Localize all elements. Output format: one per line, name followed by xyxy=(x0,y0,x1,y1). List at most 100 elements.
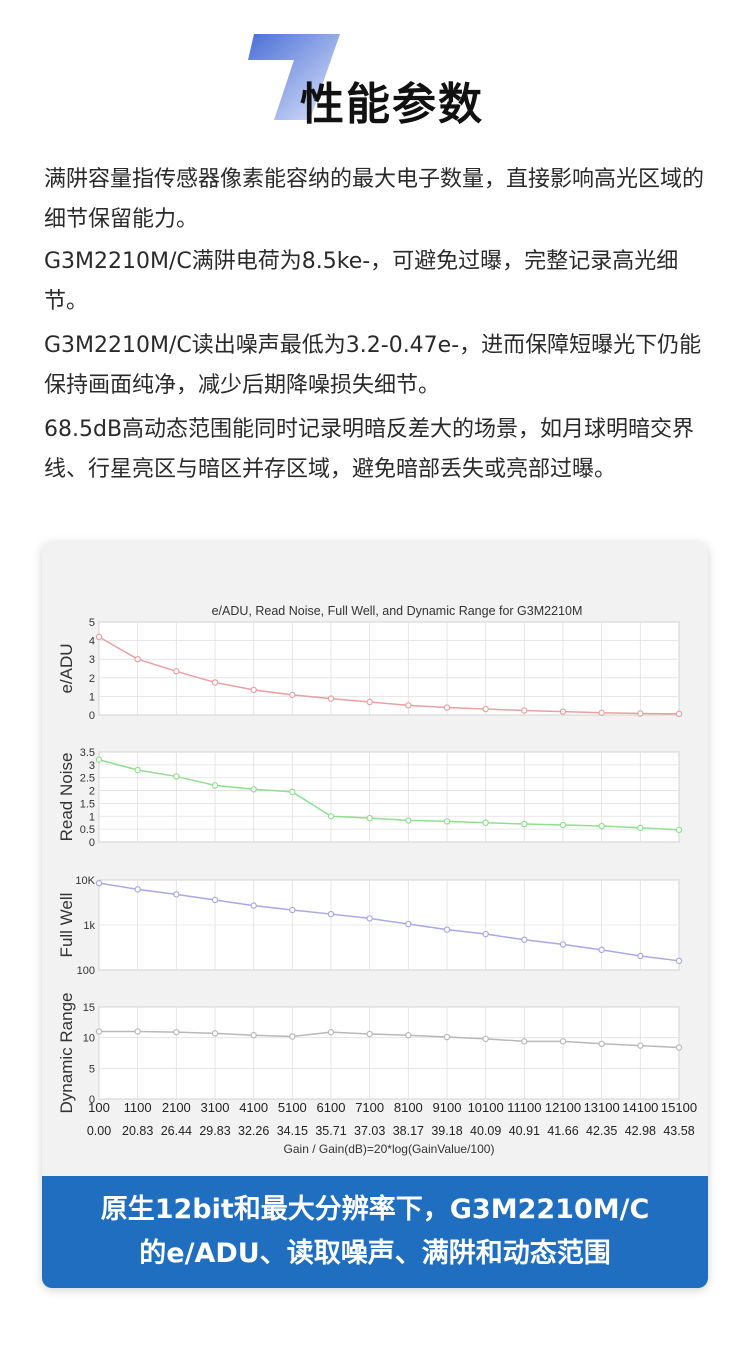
data-point xyxy=(637,710,644,717)
y-tick-label: 1 xyxy=(89,691,95,703)
data-point xyxy=(637,952,644,960)
data-point xyxy=(211,679,219,686)
y-tick-label: 10 xyxy=(83,1033,95,1045)
data-point xyxy=(443,818,451,825)
x-tick-label: 1100 xyxy=(124,1100,152,1115)
data-point xyxy=(598,1040,605,1047)
y-axis-label: Read Noise xyxy=(57,753,76,842)
y-tick-label: 2 xyxy=(89,786,95,798)
data-point xyxy=(675,826,683,834)
x-tick-db-label: 26.44 xyxy=(161,1124,192,1138)
x-tick-db-label: 29.83 xyxy=(199,1124,230,1138)
x-tick-label: 3100 xyxy=(201,1100,230,1115)
x-tick-label: 100 xyxy=(88,1100,110,1115)
data-point xyxy=(482,819,489,826)
x-tick-label: 8100 xyxy=(394,1100,423,1115)
y-tick-label: 2 xyxy=(89,673,95,685)
data-point xyxy=(327,910,335,918)
data-point xyxy=(173,1028,180,1036)
x-tick-label: 6100 xyxy=(317,1100,346,1115)
paragraph-full-well: 满阱容量指传感器像素能容纳的最大电子数量，直接影响高光区域的细节保留能力。 xyxy=(44,167,705,232)
data-point xyxy=(289,788,296,796)
x-tick-db-label: 32.26 xyxy=(238,1124,269,1138)
plot-area xyxy=(98,751,680,843)
data-point xyxy=(95,633,103,641)
y-tick-label: 2.5 xyxy=(80,773,95,785)
data-point xyxy=(95,879,103,887)
x-tick-db-label: 34.15 xyxy=(277,1124,308,1138)
data-point xyxy=(559,821,567,829)
x-tick-db-label: 39.18 xyxy=(431,1124,462,1138)
data-point xyxy=(598,709,605,716)
x-tick-label: 4100 xyxy=(239,1100,268,1115)
x-tick-db-label: 38.17 xyxy=(393,1124,424,1138)
data-point xyxy=(559,708,567,715)
x-tick-db-label: 43.58 xyxy=(663,1124,694,1138)
data-point xyxy=(250,902,257,909)
data-point xyxy=(559,941,567,948)
data-point xyxy=(521,820,528,828)
y-tick-label: 10K xyxy=(75,875,95,887)
plot-area xyxy=(98,1006,680,1100)
y-tick-label: 3 xyxy=(89,654,95,666)
panel-0: 0 1 2 3 4 5 e/ADU xyxy=(57,617,683,722)
data-point xyxy=(327,1028,335,1036)
data-point xyxy=(675,1044,683,1051)
data-point xyxy=(405,817,412,824)
data-point xyxy=(405,920,412,928)
x-ticks: 100 0.00 1100 20.83 2100 26.44 3100 29.83 4100 32… xyxy=(87,1100,697,1138)
data-point xyxy=(637,1042,644,1049)
data-point xyxy=(211,782,219,789)
chart-caption: 原生12bit和最大分辨率下，G3M2210M/C 的e/ADU、读取噪声、满阱… xyxy=(42,1176,708,1288)
y-tick-label: 5 xyxy=(89,1063,95,1075)
y-tick-label: 15 xyxy=(83,1002,95,1014)
data-point xyxy=(482,705,489,713)
data-point xyxy=(289,691,296,699)
x-tick-db-label: 42.35 xyxy=(586,1124,617,1138)
x-tick-label: 9100 xyxy=(433,1100,462,1115)
data-point xyxy=(559,1038,567,1045)
data-point xyxy=(482,930,489,938)
data-point xyxy=(443,704,451,711)
data-point xyxy=(211,896,219,904)
data-point xyxy=(250,686,257,694)
series-line xyxy=(99,1030,680,1049)
data-point xyxy=(134,886,141,893)
data-point xyxy=(598,822,605,830)
data-point xyxy=(366,915,373,922)
data-point xyxy=(173,668,180,675)
data-point xyxy=(289,1033,296,1040)
data-point xyxy=(521,1038,528,1045)
data-point xyxy=(366,1030,373,1038)
data-point xyxy=(598,946,605,954)
y-axis-label: Dynamic Range xyxy=(57,993,76,1114)
x-tick-db-label: 0.00 xyxy=(87,1124,111,1138)
data-point xyxy=(327,813,335,820)
data-point xyxy=(173,891,180,898)
data-point xyxy=(521,936,528,943)
x-tick-label: 2100 xyxy=(162,1100,191,1115)
series-line xyxy=(98,636,680,715)
data-point xyxy=(173,773,180,780)
y-tick-label: 4 xyxy=(89,636,95,648)
x-tick-db-label: 42.98 xyxy=(625,1124,656,1138)
x-tick-label: 7100 xyxy=(355,1100,384,1115)
data-point xyxy=(443,926,451,933)
chart-area: e/ADU, Read Noise, Full Well, and Dynami… xyxy=(42,542,708,1176)
x-tick-label: 12100 xyxy=(545,1100,581,1115)
y-axis-label: e/ADU xyxy=(57,643,76,693)
y-tick-label: 100 xyxy=(77,965,95,977)
panel-2: 100 1k 10K Full Well xyxy=(57,875,683,977)
y-tick-label: 0 xyxy=(89,1094,95,1106)
data-point xyxy=(289,906,296,914)
data-point xyxy=(443,1033,451,1041)
data-point xyxy=(675,710,683,718)
x-tick-db-label: 40.09 xyxy=(470,1124,501,1138)
series-line xyxy=(98,758,680,831)
x-tick-db-label: 35.71 xyxy=(315,1124,346,1138)
x-tick-db-label: 20.83 xyxy=(122,1124,153,1138)
section-header: 性能参数 xyxy=(0,0,750,140)
data-point xyxy=(250,786,257,793)
data-point xyxy=(482,1035,489,1043)
x-axis-label: Gain / Gain(dB)=20*log(GainValue/100) xyxy=(284,1142,495,1156)
